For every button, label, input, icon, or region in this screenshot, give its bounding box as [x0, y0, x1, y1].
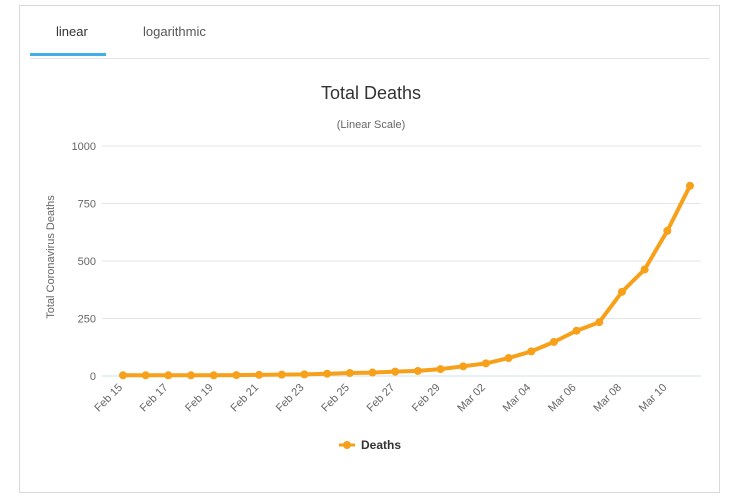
data-point	[413, 366, 422, 375]
data-point	[459, 362, 468, 371]
data-point	[595, 318, 604, 327]
data-point	[209, 371, 218, 380]
legend[interactable]: Deaths	[339, 438, 401, 452]
data-point	[277, 370, 286, 379]
y-axis-ticks: 0 250 500 750 1000	[72, 141, 96, 383]
x-tick-label: Mar 04	[501, 382, 534, 415]
data-point	[481, 359, 490, 368]
x-tick-label: Feb 15	[92, 382, 125, 415]
x-tick-label: Feb 17	[138, 382, 171, 415]
data-point	[164, 371, 173, 380]
y-tick-label-750: 750	[78, 199, 96, 211]
x-tick-label: Feb 25	[319, 382, 352, 415]
x-tick-label: Mar 06	[546, 382, 579, 415]
legend-marker	[343, 441, 351, 449]
y-tick-label-250: 250	[78, 314, 96, 326]
grid-lines	[102, 145, 701, 377]
data-point	[572, 326, 581, 335]
data-point	[345, 369, 354, 378]
active-tab-indicator	[30, 53, 106, 56]
data-point	[686, 181, 694, 190]
x-tick-label: Mar 08	[591, 382, 624, 415]
x-tick-label: Mar 10	[637, 382, 670, 415]
legend-label-deaths: Deaths	[361, 438, 401, 452]
series-deaths	[119, 181, 694, 380]
x-tick-label: Feb 29	[410, 382, 443, 415]
y-axis-title: Total Coronavirus Deaths	[45, 195, 57, 319]
data-point	[549, 337, 558, 346]
data-point	[663, 226, 672, 235]
data-point	[232, 371, 241, 380]
x-tick-label: Feb 21	[228, 382, 261, 415]
data-point	[187, 371, 196, 380]
tab-linear[interactable]: linear	[56, 24, 88, 39]
chart-title: Total Deaths	[321, 83, 421, 103]
x-tick-label: Feb 19	[183, 382, 216, 415]
data-point	[391, 367, 400, 376]
data-point	[141, 371, 150, 380]
data-point	[368, 368, 377, 377]
series-line	[121, 183, 692, 378]
data-point	[527, 347, 536, 356]
data-point	[436, 365, 445, 374]
data-point	[300, 370, 309, 379]
x-tick-label: Mar 02	[455, 382, 488, 415]
y-tick-label-500: 500	[78, 256, 96, 268]
data-point	[504, 354, 513, 363]
line-chart: Total Deaths (Linear Scale) Total Corona…	[45, 83, 701, 452]
tab-logarithmic[interactable]: logarithmic	[143, 24, 206, 39]
data-point	[255, 370, 264, 379]
data-point	[119, 371, 127, 380]
data-point	[617, 287, 626, 296]
scale-tabs: linear logarithmic	[30, 6, 710, 59]
data-point	[323, 369, 332, 378]
x-axis-ticks: Feb 15 Feb 17 Feb 19 Feb 21 Feb 23 Feb 25 Feb …	[92, 382, 669, 415]
y-tick-label-0: 0	[90, 371, 96, 383]
data-point	[640, 265, 649, 274]
y-tick-label-1000: 1000	[72, 141, 96, 153]
chart-subtitle: (Linear Scale)	[337, 119, 405, 131]
x-tick-label: Feb 23	[274, 382, 307, 415]
chart-card: linear logarithmic Total Deaths (Linear …	[19, 5, 720, 493]
x-tick-label: Feb 27	[365, 382, 398, 415]
